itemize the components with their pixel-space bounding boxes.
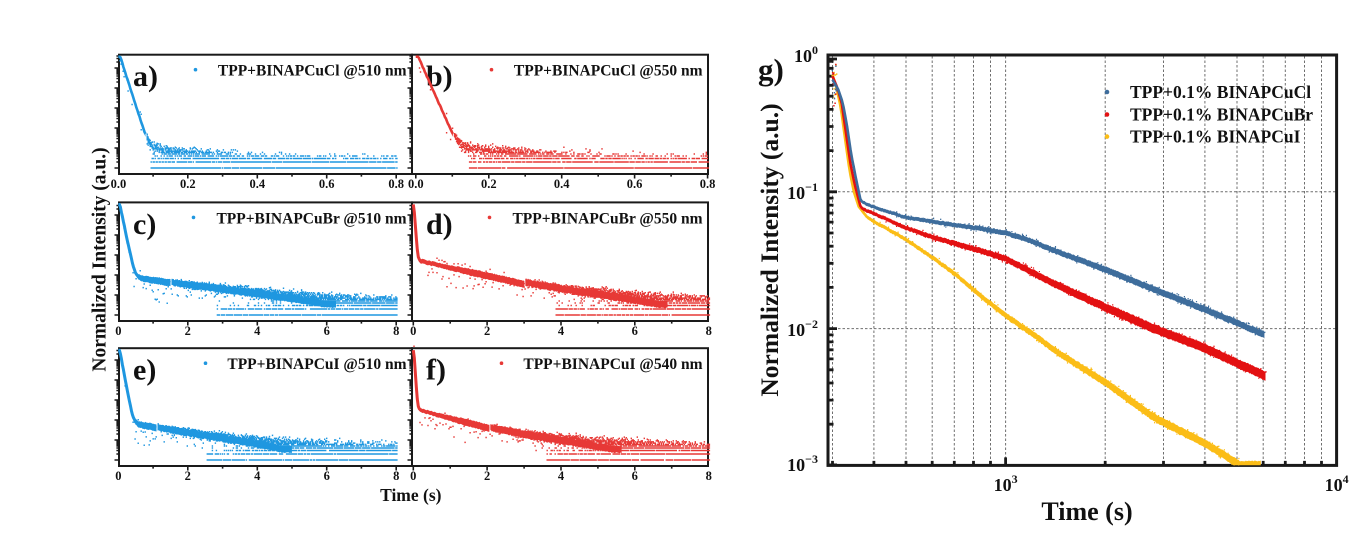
svg-text:TPP+BINAPCuI @510 nm: TPP+BINAPCuI @510 nm xyxy=(227,356,406,373)
svg-text:TPP+0.1% BINAPCuBr: TPP+0.1% BINAPCuBr xyxy=(1130,104,1313,124)
svg-text:0.6: 0.6 xyxy=(319,177,335,191)
svg-text:d): d) xyxy=(426,208,453,241)
svg-text:c): c) xyxy=(133,208,156,241)
svg-text:Time (s): Time (s) xyxy=(1041,497,1132,526)
svg-text:Time (s): Time (s) xyxy=(380,485,442,505)
svg-text:g): g) xyxy=(758,52,784,87)
svg-text:103: 103 xyxy=(994,472,1018,495)
svg-text:Normalized Intensity (a.u.): Normalized Intensity (a.u.) xyxy=(755,103,784,396)
svg-text:TPP+BINAPCuCl @550 nm: TPP+BINAPCuCl @550 nm xyxy=(514,63,703,80)
svg-text:6: 6 xyxy=(324,469,330,483)
svg-text:8: 8 xyxy=(706,324,712,338)
svg-text:TPP+BINAPCuBr @550 nm: TPP+BINAPCuBr @550 nm xyxy=(512,210,702,227)
svg-text:0.4: 0.4 xyxy=(554,177,570,191)
svg-text:2: 2 xyxy=(484,324,490,338)
svg-text:2: 2 xyxy=(484,469,490,483)
svg-text:TPP+BINAPCuBr @510 nm: TPP+BINAPCuBr @510 nm xyxy=(216,210,406,227)
svg-text:0.8: 0.8 xyxy=(388,177,404,191)
svg-text:2: 2 xyxy=(185,469,191,483)
svg-text:4: 4 xyxy=(558,324,565,338)
svg-text:TPP+0.1% BINAPCuI: TPP+0.1% BINAPCuI xyxy=(1130,126,1301,146)
svg-text:TPP+0.1% BINAPCuCl: TPP+0.1% BINAPCuCl xyxy=(1130,82,1311,102)
svg-text:104: 104 xyxy=(1325,472,1349,495)
svg-text:0: 0 xyxy=(410,469,416,483)
svg-text:e): e) xyxy=(133,354,156,387)
svg-text:0.4: 0.4 xyxy=(249,177,265,191)
svg-text:Normalized Intensity (a.u.): Normalized Intensity (a.u.) xyxy=(90,147,111,371)
svg-text:6: 6 xyxy=(632,469,638,483)
svg-text:8: 8 xyxy=(706,469,712,483)
svg-text:TPP+BINAPCuI @540 nm: TPP+BINAPCuI @540 nm xyxy=(523,356,702,373)
svg-text:0.8: 0.8 xyxy=(700,177,716,191)
svg-text:2: 2 xyxy=(185,324,191,338)
svg-text:0: 0 xyxy=(115,469,121,483)
svg-text:8: 8 xyxy=(393,469,399,483)
svg-text:b): b) xyxy=(426,60,453,93)
svg-text:a): a) xyxy=(133,60,158,93)
svg-text:0.0: 0.0 xyxy=(111,177,127,191)
svg-text:8: 8 xyxy=(393,324,399,338)
svg-text:f): f) xyxy=(426,354,446,387)
svg-text:4: 4 xyxy=(558,469,565,483)
svg-text:0.0: 0.0 xyxy=(408,177,424,191)
svg-text:6: 6 xyxy=(324,324,330,338)
svg-text:TPP+BINAPCuCl @510 nm: TPP+BINAPCuCl @510 nm xyxy=(218,63,407,80)
svg-text:6: 6 xyxy=(632,324,638,338)
svg-text:4: 4 xyxy=(254,469,261,483)
svg-text:4: 4 xyxy=(254,324,261,338)
svg-text:0.2: 0.2 xyxy=(180,177,196,191)
svg-text:0: 0 xyxy=(115,324,121,338)
svg-text:0.6: 0.6 xyxy=(627,177,643,191)
svg-text:0.2: 0.2 xyxy=(481,177,497,191)
svg-text:0: 0 xyxy=(410,324,416,338)
